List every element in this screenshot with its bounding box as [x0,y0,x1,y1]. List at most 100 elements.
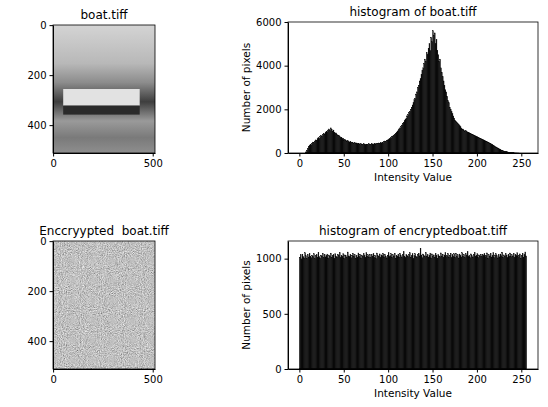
tick-label: 200 [27,70,46,81]
histogram-bar [392,255,394,369]
histogram-bar [469,133,471,153]
histogram-bar [476,136,478,153]
histogram-bar [400,256,402,369]
tick: 500 [144,369,163,385]
histogram-bar [457,124,459,153]
histogram-bar [363,144,365,153]
histogram-bar [352,143,354,153]
histogram-bar [505,254,507,369]
y-axis: 0200040006000 [256,17,288,159]
histogram-bar [359,254,361,369]
histogram-bar [461,253,463,369]
histogram-bar [352,253,354,369]
histogram-bar [448,103,450,153]
histogram-bar [347,252,349,369]
tick-label: 0 [275,148,281,159]
axis-line [53,242,54,370]
histogram-bar [342,138,344,153]
histogram-bar [334,133,336,153]
histogram-bar [470,254,472,369]
histogram-bar [418,253,420,369]
frame [288,22,538,153]
histogram-bar [385,256,387,369]
histogram-bar [399,253,401,369]
histogram-bar [374,143,376,153]
axis-line [289,369,539,370]
histogram-bar [478,138,480,153]
histogram-bar [479,138,481,153]
histogram-bar [524,252,526,369]
histogram-bar [383,142,385,153]
histogram-bar [341,255,343,369]
y-axis: 0200400 [27,20,53,154]
tick-label: 100 [379,158,398,169]
histogram-bar [333,130,335,153]
tick: 400 [27,120,53,131]
y-axis-title: Number of pixels [240,260,252,349]
histogram-bar [358,144,360,153]
plot-area [53,25,155,153]
histogram-bar [374,255,376,369]
histogram-bar [498,149,500,153]
histogram-bar [436,50,438,153]
histogram-bar [349,254,351,369]
histogram-bar [511,255,513,369]
histogram-bar [373,254,375,369]
histogram-bar [354,143,356,153]
histogram-bar [468,255,470,369]
histogram-bar [360,144,362,153]
tick: 150 [423,153,442,169]
panel: 05000200400Enccryypted boat.tiff [27,224,169,385]
tick: 150 [423,369,442,385]
histogram-bar [516,253,518,369]
tick-mark [285,153,289,154]
tick: 100 [379,369,398,385]
histogram-bar [472,134,474,153]
histogram-bar [488,143,490,153]
histogram-bar [364,256,366,369]
histogram-bar [406,255,408,369]
histogram-bar [507,254,509,369]
histogram-bar [405,254,407,369]
histogram-bar [304,253,306,369]
tick-label: 250 [512,158,531,169]
x-axis: 0500 [50,369,162,385]
histogram-bar [339,253,341,369]
title: boat.tiff [80,8,128,22]
tick-mark [521,153,522,157]
panel: 05010015020025005001000histogram of encr… [240,224,538,399]
histogram-bar [459,126,461,153]
histogram-bar [389,139,391,153]
histogram-bar [494,146,496,153]
histogram-bar [343,140,345,153]
histogram-bar [465,131,467,153]
histogram-bar [392,136,394,153]
histogram-bar [465,254,467,369]
histogram-bar [460,127,462,153]
tick-mark [433,369,434,373]
axis-line [288,23,289,154]
histogram-bar [470,134,472,153]
histogram-bar [366,144,368,153]
histogram-bar [391,137,393,153]
histogram-bar [309,253,311,369]
histogram-bar [463,254,465,369]
histogram-bar [444,90,446,153]
histogram-bar [373,144,375,153]
histogram-bar [429,253,431,369]
histogram-bar [484,140,486,153]
histogram-bar [445,92,447,153]
histogram-bar [452,114,454,153]
tick-label: 2000 [256,104,281,115]
histogram-bar [365,145,367,153]
histogram-bar [368,144,370,153]
histogram-bar [487,142,489,153]
histogram-bar [302,256,304,369]
histogram-bar [315,140,317,153]
histogram-bar [495,147,497,153]
histogram-bar [480,254,482,369]
panel: 0501001502002500200040006000histogram of… [240,5,538,183]
tick-label: 0 [50,158,56,169]
image [53,241,155,369]
tick-label: 200 [27,286,46,297]
